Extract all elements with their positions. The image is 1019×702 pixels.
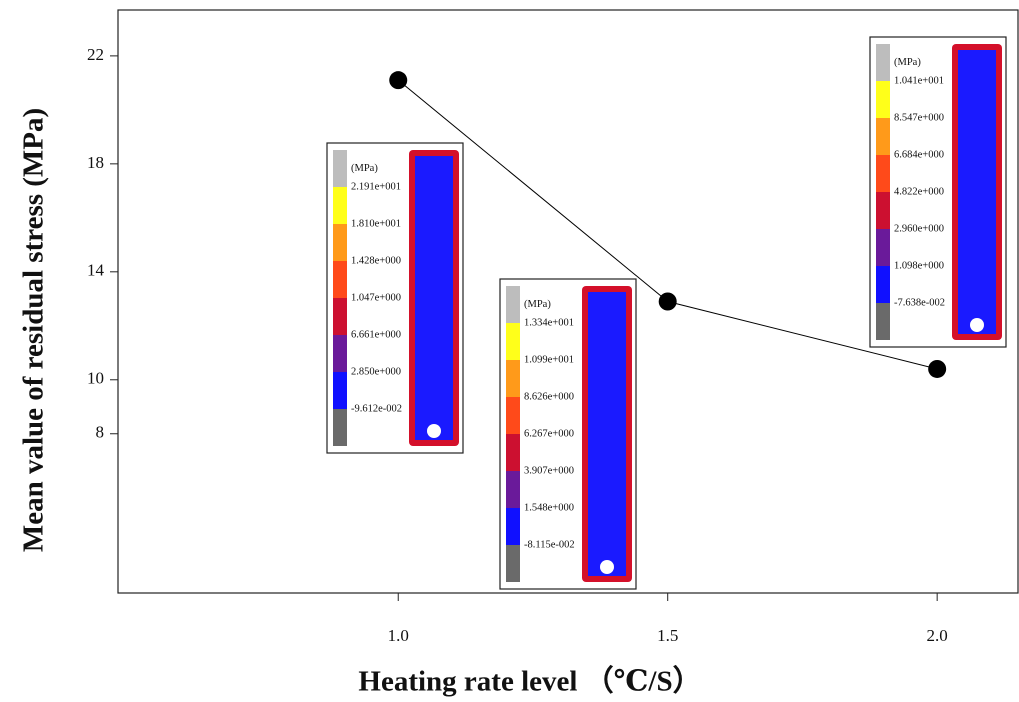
colorbar-label: 8.547e+000 (894, 112, 944, 123)
colorbar-band (333, 409, 347, 446)
colorbar-label: 1.041e+001 (894, 75, 944, 86)
contour-hole (427, 424, 441, 438)
contour-hole (970, 318, 984, 332)
colorbar-band (506, 434, 520, 471)
contour-core (958, 50, 996, 334)
colorbar-label: 6.267e+000 (524, 428, 574, 439)
chart: Heating rate level （℃/S） Mean value of r… (0, 0, 1019, 702)
colorbar-label: 1.047e+000 (351, 292, 401, 303)
colorbar-label: 2.960e+000 (894, 223, 944, 234)
colorbar-unit: (MPa) (351, 163, 378, 174)
y-tick-label: 22 (87, 45, 104, 64)
colorbar-band (876, 118, 890, 155)
colorbar-label: -9.612e-002 (351, 403, 402, 414)
colorbar-band (333, 150, 347, 187)
colorbar-label: 1.428e+000 (351, 255, 401, 266)
inset: (MPa) 1.041e+001 8.547e+000 6.684e+000 4.822… (870, 37, 1006, 347)
line (398, 80, 937, 369)
colorbar-band (506, 397, 520, 434)
colorbar-band (506, 286, 520, 323)
colorbar-band (876, 44, 890, 81)
x-tick-label: 2.0 (927, 626, 948, 645)
colorbar-label: -7.638e-002 (894, 297, 945, 308)
colorbar-label: 1.810e+001 (351, 218, 401, 229)
inset: (MPa) 2.191e+001 1.810e+001 1.428e+000 1.047… (327, 143, 463, 453)
x-axis-title: Heating rate level （℃/S） (358, 665, 701, 698)
colorbar-label: 6.684e+000 (894, 149, 944, 160)
colorbar-band (506, 508, 520, 545)
colorbar-band (876, 192, 890, 229)
contour-core (588, 292, 626, 576)
colorbar-unit: (MPa) (894, 57, 921, 68)
colorbar-label: 8.626e+000 (524, 391, 574, 402)
colorbar-label: 1.334e+001 (524, 317, 574, 328)
colorbar-label: 1.548e+000 (524, 502, 574, 513)
colorbar-label: 6.661e+000 (351, 329, 401, 340)
colorbar-band (506, 471, 520, 508)
point (659, 293, 677, 311)
colorbar-band (506, 323, 520, 360)
y-tick-label: 14 (87, 261, 105, 280)
y-tick-label: 18 (87, 153, 104, 172)
x-tick-label: 1.0 (388, 626, 409, 645)
colorbar-band (876, 266, 890, 303)
colorbar-band (876, 81, 890, 118)
colorbar-label: 2.191e+001 (351, 181, 401, 192)
colorbar-band (333, 298, 347, 335)
contour-core (415, 156, 453, 440)
colorbar-label: 1.099e+001 (524, 354, 574, 365)
colorbar-label: -8.115e-002 (524, 539, 575, 550)
colorbar-band (333, 224, 347, 261)
colorbar-label: 4.822e+000 (894, 186, 944, 197)
colorbar-band (506, 360, 520, 397)
colorbar-label: 3.907e+000 (524, 465, 574, 476)
colorbar-band (333, 261, 347, 298)
y-axis-title: Mean value of residual stress (MPa) (18, 108, 50, 552)
colorbar-band (506, 545, 520, 582)
colorbar-label: 2.850e+000 (351, 366, 401, 377)
colorbar-label: 1.098e+000 (894, 260, 944, 271)
contour-hole (600, 560, 614, 574)
colorbar-band (876, 229, 890, 266)
colorbar-band (876, 155, 890, 192)
x-tick-label: 1.5 (657, 626, 678, 645)
point (928, 360, 946, 378)
inset: (MPa) 1.334e+001 1.099e+001 8.626e+000 6.267… (500, 279, 636, 589)
y-tick-label: 10 (87, 369, 104, 388)
colorbar-band (333, 335, 347, 372)
colorbar-band (333, 187, 347, 224)
colorbar-band (876, 303, 890, 340)
point (389, 71, 407, 89)
colorbar-unit: (MPa) (524, 299, 551, 310)
colorbar-band (333, 372, 347, 409)
y-tick-label: 8 (96, 423, 105, 442)
